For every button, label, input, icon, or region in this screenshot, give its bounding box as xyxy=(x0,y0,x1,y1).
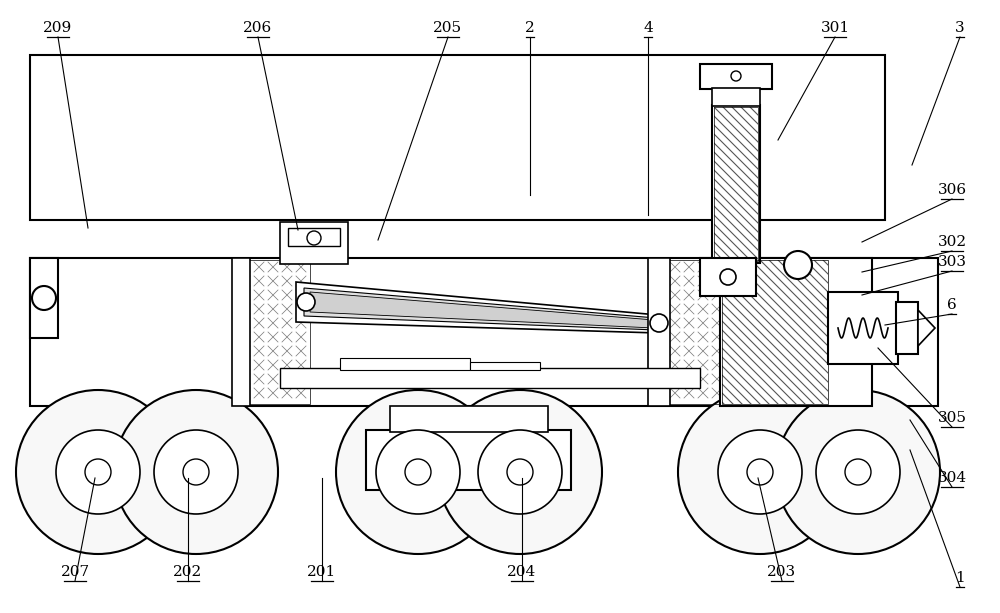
Circle shape xyxy=(16,390,180,554)
Circle shape xyxy=(85,459,111,485)
Bar xyxy=(280,222,348,264)
Circle shape xyxy=(718,430,802,514)
Circle shape xyxy=(720,269,736,285)
Circle shape xyxy=(183,459,209,485)
Bar xyxy=(712,105,760,263)
Bar xyxy=(232,258,250,406)
Bar xyxy=(828,292,898,364)
Bar xyxy=(340,358,470,370)
Bar xyxy=(720,258,872,406)
Circle shape xyxy=(784,251,812,279)
Bar xyxy=(288,228,340,246)
Text: 305: 305 xyxy=(937,411,966,425)
Text: 306: 306 xyxy=(937,183,967,197)
Circle shape xyxy=(307,231,321,245)
Bar xyxy=(714,107,758,261)
Polygon shape xyxy=(304,288,656,330)
Bar xyxy=(714,107,758,261)
Text: 6: 6 xyxy=(947,298,957,312)
Text: 202: 202 xyxy=(173,565,203,579)
Bar xyxy=(722,260,828,404)
Circle shape xyxy=(114,390,278,554)
Bar xyxy=(896,302,918,354)
Circle shape xyxy=(650,314,668,332)
Circle shape xyxy=(816,430,900,514)
Polygon shape xyxy=(310,292,654,328)
Bar xyxy=(714,440,906,464)
Bar xyxy=(238,260,310,404)
Text: 303: 303 xyxy=(937,255,966,269)
Circle shape xyxy=(438,390,602,554)
Bar xyxy=(700,64,772,89)
Circle shape xyxy=(678,390,842,554)
Bar xyxy=(470,362,540,370)
Text: 4: 4 xyxy=(643,21,653,35)
Bar xyxy=(722,260,828,404)
Text: 1: 1 xyxy=(955,571,965,585)
Circle shape xyxy=(478,430,562,514)
Text: 301: 301 xyxy=(820,21,850,35)
Circle shape xyxy=(32,286,56,310)
Bar xyxy=(390,406,548,432)
Text: 201: 201 xyxy=(307,565,337,579)
Circle shape xyxy=(747,459,773,485)
Circle shape xyxy=(507,459,533,485)
Bar xyxy=(30,55,885,220)
Circle shape xyxy=(376,430,460,514)
Text: 205: 205 xyxy=(433,21,463,35)
Polygon shape xyxy=(918,310,935,346)
Bar xyxy=(30,258,938,406)
Bar xyxy=(712,88,760,106)
Circle shape xyxy=(336,390,500,554)
Circle shape xyxy=(297,293,315,311)
Circle shape xyxy=(56,430,140,514)
Bar xyxy=(668,260,748,404)
Bar xyxy=(52,440,244,464)
Bar xyxy=(30,258,58,338)
Text: 207: 207 xyxy=(60,565,90,579)
Bar xyxy=(648,258,670,406)
Circle shape xyxy=(154,430,238,514)
Text: 304: 304 xyxy=(937,471,967,485)
Text: 203: 203 xyxy=(767,565,797,579)
Text: 3: 3 xyxy=(955,21,965,35)
Text: 206: 206 xyxy=(243,21,273,35)
Circle shape xyxy=(845,459,871,485)
Bar xyxy=(700,258,756,296)
Bar xyxy=(366,430,571,490)
Circle shape xyxy=(776,390,940,554)
Text: 2: 2 xyxy=(525,21,535,35)
Polygon shape xyxy=(296,282,658,333)
Circle shape xyxy=(405,459,431,485)
Text: 204: 204 xyxy=(507,565,537,579)
Text: 302: 302 xyxy=(937,235,967,249)
Circle shape xyxy=(731,71,741,81)
Bar xyxy=(280,368,700,388)
Text: 209: 209 xyxy=(43,21,73,35)
